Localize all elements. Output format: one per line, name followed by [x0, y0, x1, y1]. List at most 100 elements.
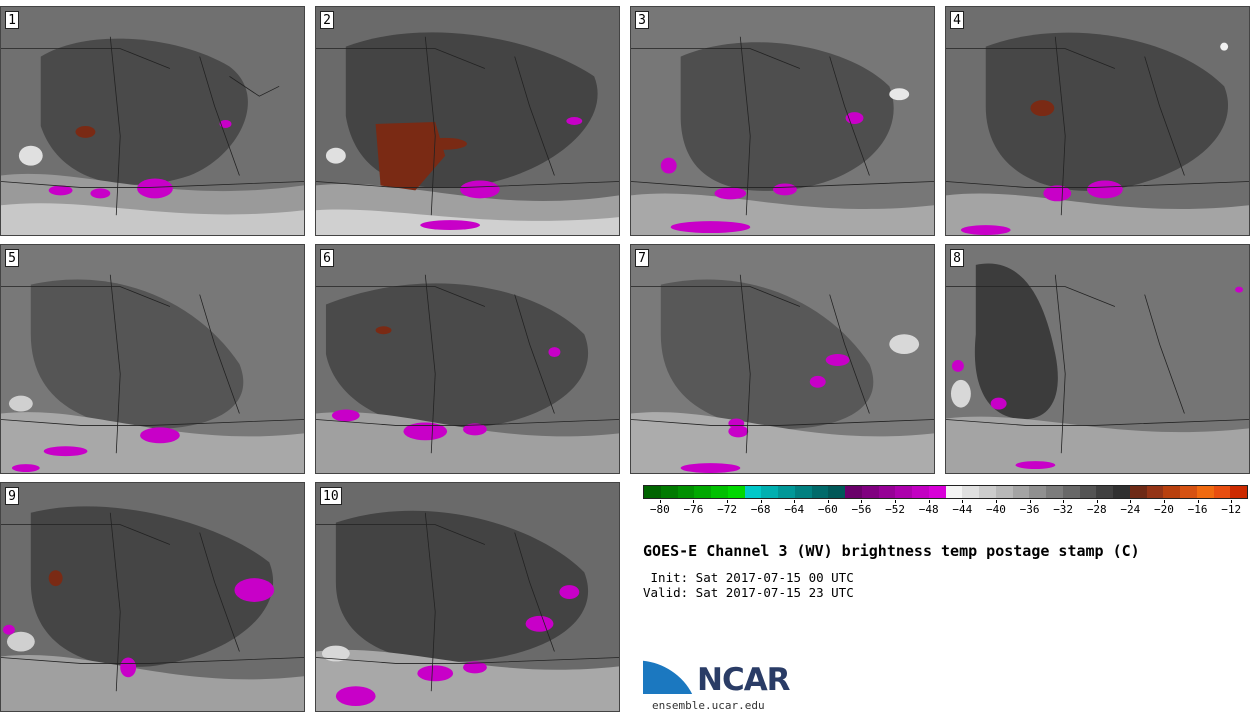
colorbar-swatch — [845, 486, 862, 498]
satellite-map — [946, 7, 1249, 235]
colorbar-swatch — [727, 486, 745, 498]
colorbar-swatch — [811, 486, 829, 498]
colorbar-tick-mark — [659, 500, 661, 503]
ncar-logo-text: NCAR — [697, 662, 791, 698]
colorbar-swatch — [1079, 486, 1097, 498]
colorbar-tick-mark — [1029, 500, 1031, 503]
ensemble-member-panel-7[interactable]: 7 — [630, 244, 935, 474]
colorbar-swatch — [1146, 486, 1164, 498]
colorbar-tick-label: −64 — [784, 503, 805, 516]
panel-number: 6 — [320, 249, 334, 267]
ncar-logo-swoosh — [643, 659, 694, 695]
colorbar-swatch — [928, 486, 946, 498]
colorbar-tick-mark — [1197, 500, 1199, 503]
colorbar-tick-mark — [895, 500, 897, 503]
colorbar-swatch — [660, 486, 678, 498]
colorbar-swatch — [644, 486, 661, 498]
colorbar-tick-mark — [1063, 500, 1065, 503]
colorbar-tick-mark — [794, 500, 796, 503]
colorbar-swatch — [828, 486, 845, 498]
colorbar-swatch — [1062, 486, 1080, 498]
ensemble-member-panel-4[interactable]: 4 — [945, 6, 1250, 236]
colorbar-tick-label: −32 — [1053, 503, 1074, 516]
colorbar-tick-label: −20 — [1154, 503, 1174, 516]
colorbar-tick-label: −16 — [1187, 503, 1208, 516]
satellite-map — [1, 7, 304, 235]
colorbar-tick-mark — [995, 500, 997, 503]
ensemble-member-panel-10[interactable]: 10 — [315, 482, 620, 712]
colorbar-tick-label: −80 — [649, 503, 670, 516]
satellite-map — [1, 483, 304, 711]
ensemble-member-panel-1[interactable]: 1 — [0, 6, 305, 236]
colorbar-swatch — [1113, 486, 1130, 498]
panel-number: 8 — [950, 249, 964, 267]
ensemble-member-panel-9[interactable]: 9 — [0, 482, 305, 712]
colorbar-tick-label: −40 — [985, 503, 1006, 516]
colorbar — [643, 485, 1248, 499]
colorbar-tick-label: −60 — [817, 503, 838, 516]
colorbar-tick-mark — [962, 500, 964, 503]
colorbar-tick-mark — [928, 500, 930, 503]
colorbar-swatch — [1046, 486, 1063, 498]
panel-number: 1 — [5, 11, 19, 29]
colorbar-tick-mark — [827, 500, 829, 503]
colorbar-tick-mark — [861, 500, 863, 503]
colorbar-swatch — [1196, 486, 1214, 498]
panel-number: 9 — [5, 487, 19, 505]
colorbar-swatch — [1180, 486, 1197, 498]
satellite-map — [946, 245, 1249, 473]
site-url: ensemble.ucar.edu — [652, 699, 765, 712]
colorbar-swatch — [895, 486, 912, 498]
colorbar-swatch — [995, 486, 1013, 498]
colorbar-swatch — [761, 486, 778, 498]
colorbar-tick-mark — [1096, 500, 1098, 503]
colorbar-swatch — [1213, 486, 1231, 498]
colorbar-tick-mark — [1231, 500, 1233, 503]
colorbar-tick-label: −76 — [683, 503, 704, 516]
ensemble-member-panel-6[interactable]: 6 — [315, 244, 620, 474]
colorbar-swatch — [1163, 486, 1180, 498]
colorbar-swatch — [778, 486, 795, 498]
colorbar-tick-mark — [727, 500, 729, 503]
colorbar-swatch — [1129, 486, 1147, 498]
colorbar-tick-label: −24 — [1120, 503, 1141, 516]
colorbar-swatch — [1029, 486, 1046, 498]
satellite-map — [1, 245, 304, 473]
satellite-map — [631, 245, 934, 473]
colorbar-swatch — [1012, 486, 1030, 498]
colorbar-tick-label: −28 — [1086, 503, 1107, 516]
panel-number: 5 — [5, 249, 19, 267]
colorbar-tick-label: −72 — [717, 503, 737, 516]
colorbar-tick-label: −48 — [918, 503, 939, 516]
satellite-map — [316, 245, 619, 473]
panel-number: 7 — [635, 249, 649, 267]
colorbar-swatch — [744, 486, 762, 498]
colorbar-swatch — [1096, 486, 1113, 498]
panel-number: 10 — [320, 487, 342, 505]
ensemble-member-panel-2[interactable]: 2 — [315, 6, 620, 236]
colorbar-tick-label: −12 — [1221, 503, 1242, 516]
colorbar-tick-mark — [1130, 500, 1132, 503]
satellite-map — [316, 7, 619, 235]
colorbar-swatch — [677, 486, 695, 498]
init-time: Init: Sat 2017-07-15 00 UTC — [643, 570, 854, 585]
panel-number: 3 — [635, 11, 649, 29]
colorbar-swatch — [945, 486, 963, 498]
page-title: GOES-E Channel 3 (WV) brightness temp po… — [643, 542, 1140, 560]
colorbar-tick-label: −68 — [750, 503, 771, 516]
colorbar-swatch — [711, 486, 728, 498]
colorbar-swatch — [1230, 486, 1247, 498]
satellite-map — [631, 7, 934, 235]
ensemble-member-panel-8[interactable]: 8 — [945, 244, 1250, 474]
colorbar-tick-label: −56 — [851, 503, 872, 516]
satellite-map — [316, 483, 619, 711]
colorbar-tick-label: −44 — [952, 503, 973, 516]
ensemble-member-panel-5[interactable]: 5 — [0, 244, 305, 474]
colorbar-swatch — [694, 486, 711, 498]
colorbar-tick-mark — [760, 500, 762, 503]
colorbar-tick-mark — [693, 500, 695, 503]
colorbar-swatch — [861, 486, 879, 498]
colorbar-ticks: −80 −76 −72 −68 −64 −60 −56 −52 −48 −44 −40 −36 −32−… — [643, 500, 1248, 520]
ensemble-member-panel-3[interactable]: 3 — [630, 6, 935, 236]
colorbar-swatch — [912, 486, 929, 498]
